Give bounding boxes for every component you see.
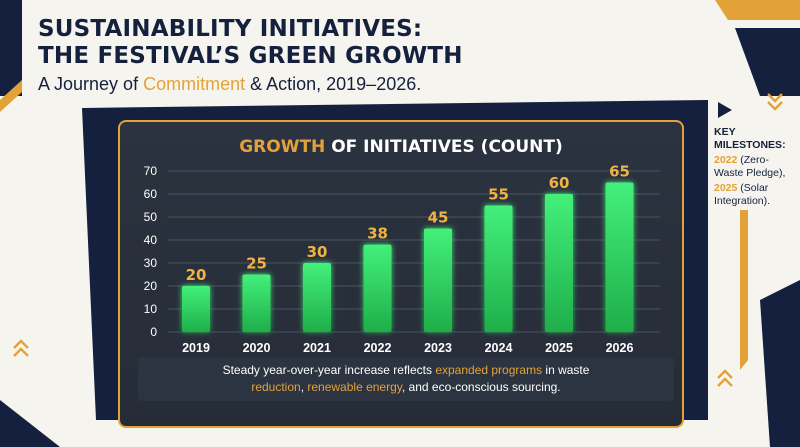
milestone-year: 2025 [714, 182, 738, 194]
corner-bar-top-left [0, 0, 22, 96]
y-tick-label: 40 [144, 233, 158, 247]
milestone-text: (Solar Integration). [714, 182, 771, 207]
bar-2021 [303, 263, 331, 332]
caption-mid-2: , [300, 380, 308, 394]
subtitle-post: & Action, 2019–2026. [245, 74, 422, 94]
chart-title: GROWTH OF INITIATIVES (COUNT) [118, 137, 684, 157]
page-subtitle: A Journey of Commitment & Action, 2019–2… [38, 74, 421, 95]
x-tick-label: 2024 [485, 341, 513, 355]
bar-2020 [242, 274, 271, 332]
value-label-2022: 38 [367, 225, 388, 243]
x-tick-label: 2026 [606, 341, 634, 355]
subtitle-accent: Commitment [143, 74, 246, 94]
y-tick-label: 50 [144, 210, 158, 224]
chart-caption: Steady year-over-year increase reflects … [138, 357, 674, 401]
value-label-2026: 65 [609, 163, 630, 181]
corner-shape-top-right-navy [735, 28, 800, 96]
milestone-year: 2022 [714, 154, 738, 166]
value-labels: 20 25 30 38 45 55 60 65 [186, 163, 630, 285]
y-tick-label: 70 [144, 164, 158, 178]
x-tick-label: 2019 [182, 341, 210, 355]
y-tick-label: 20 [144, 279, 158, 293]
corner-shape-bottom-left [0, 400, 60, 447]
chevron-down-icon [767, 93, 783, 111]
milestones-heading: KEY MILESTONES: [714, 126, 786, 151]
value-label-2020: 25 [246, 255, 267, 273]
value-label-2019: 20 [186, 266, 207, 284]
bar-2023 [424, 228, 452, 332]
x-tick-label: 2020 [243, 341, 271, 355]
bars [182, 182, 634, 332]
chevron-up-icon-right [717, 369, 733, 387]
corner-shape-bottom-right [760, 280, 800, 447]
milestone-item: 2025 (Solar Integration). [714, 182, 798, 208]
milestone-text: (Zero-Waste Pledge), [714, 154, 786, 179]
subtitle-pre: A Journey of [38, 74, 144, 94]
x-tick-label: 2023 [424, 341, 452, 355]
value-label-2025: 60 [549, 174, 570, 192]
caption-post: , and eco-conscious sourcing. [401, 380, 561, 394]
bar-2025 [545, 194, 573, 332]
key-milestones: KEY MILESTONES: 2022 (Zero-Waste Pledge)… [714, 126, 798, 208]
bar-2022 [363, 244, 392, 332]
value-label-2021: 30 [307, 243, 328, 261]
corner-stripe-top-left [0, 80, 22, 112]
title-line-2: THE FESTIVAL’S GREEN GROWTH [38, 43, 463, 69]
x-axis-ticks: 2019 2020 2021 2022 2023 2024 2025 2026 [182, 341, 633, 355]
x-tick-label: 2021 [303, 341, 331, 355]
caption-mid-1: in waste [542, 363, 590, 377]
page-title: SUSTAINABILITY INITIATIVES: THE FESTIVAL… [38, 16, 463, 70]
corner-shape-top-right [715, 0, 800, 20]
bar-2026 [605, 182, 634, 332]
chart-title-highlight: GROWTH [239, 137, 326, 157]
caption-highlight-2: reduction [251, 380, 301, 394]
caption-pre: Steady year-over-year increase reflects [222, 363, 436, 377]
y-tick-label: 60 [144, 187, 158, 201]
y-tick-label: 0 [150, 325, 157, 339]
y-tick-label: 10 [144, 302, 158, 316]
caption-highlight-1: expanded programs [435, 363, 543, 377]
triangle-marker [718, 102, 732, 118]
y-axis-ticks: 0 10 20 30 40 50 60 70 [144, 164, 158, 339]
chevron-up-icon [13, 339, 29, 357]
x-tick-label: 2025 [545, 341, 573, 355]
bar-2024 [484, 205, 513, 332]
milestone-item: 2022 (Zero-Waste Pledge), [714, 154, 798, 180]
x-tick-label: 2022 [364, 341, 392, 355]
caption-highlight-3: renewable energy [307, 380, 402, 394]
y-tick-label: 30 [144, 256, 158, 270]
title-line-1: SUSTAINABILITY INITIATIVES: [38, 16, 423, 42]
value-label-2024: 55 [488, 186, 509, 204]
bar-2019 [182, 286, 210, 332]
grid-lines [168, 170, 660, 333]
corner-stripe-bottom-right [740, 210, 748, 370]
chart-title-rest: OF INITIATIVES (COUNT) [325, 137, 563, 157]
value-label-2023: 45 [428, 209, 449, 227]
